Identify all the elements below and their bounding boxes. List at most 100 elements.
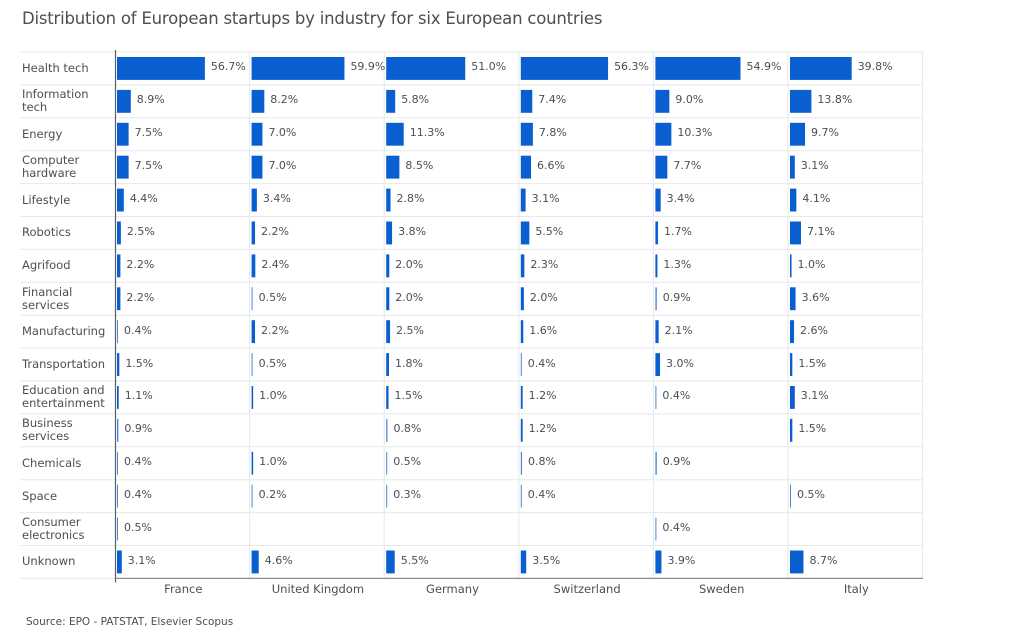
bar-sweden	[655, 122, 672, 146]
category-label-line: Consumer	[22, 515, 81, 530]
bar-france	[117, 155, 129, 179]
value-label: 0.5%	[258, 290, 287, 304]
category-label: Education and entertainment	[22, 384, 105, 410]
category-label-line: electronics	[22, 528, 85, 543]
bar-switzerland	[520, 386, 523, 409]
bar-sweden	[655, 353, 661, 376]
category-label-line: Health tech	[22, 60, 89, 75]
bar-united-kingdom	[251, 254, 256, 278]
value-label: 2.6%	[800, 323, 828, 337]
bar-sweden	[655, 386, 657, 409]
value-label: 59.9%	[350, 60, 386, 74]
axis-layer	[114, 50, 923, 583]
bar-germany	[386, 320, 391, 344]
bar-france	[117, 517, 118, 541]
value-label: 0.8%	[393, 422, 422, 436]
bar-switzerland	[520, 418, 523, 442]
category-label-line: services	[22, 429, 70, 444]
bar-sweden	[655, 155, 668, 179]
value-label: 1.5%	[798, 356, 827, 370]
value-label: 3.0%	[666, 356, 694, 370]
bar-italy	[790, 320, 795, 344]
value-label: 1.0%	[797, 257, 826, 271]
value-label: 2.1%	[664, 323, 693, 337]
bar-italy	[790, 188, 797, 212]
bar-sweden	[655, 188, 661, 212]
category-label-line: Education and	[22, 383, 105, 398]
value-label: 9.7%	[811, 126, 839, 140]
bar-sweden	[655, 320, 659, 344]
value-label: 1.7%	[664, 224, 692, 238]
category-label-line: Manufacturing	[22, 324, 106, 339]
value-label: 7.7%	[673, 159, 702, 173]
category-label-line: Business	[22, 416, 73, 431]
value-label: 2.5%	[396, 323, 425, 337]
value-label: 0.4%	[124, 323, 152, 337]
value-label: 3.6%	[801, 290, 830, 304]
value-label: 4.4%	[129, 192, 158, 206]
value-label: 1.2%	[528, 422, 557, 436]
value-label: 39.8%	[857, 60, 893, 74]
source-note: Source: EPO - PATSTAT, Elsevier Scopus	[26, 616, 234, 628]
bar-germany	[386, 353, 389, 376]
value-label: 1.8%	[394, 356, 423, 370]
bar-united-kingdom	[251, 287, 253, 311]
value-label: 2.2%	[126, 257, 155, 271]
category-label: Business services	[22, 417, 73, 443]
bar-italy	[790, 221, 802, 245]
value-label: 0.5%	[797, 488, 825, 502]
value-label: 2.0%	[395, 290, 424, 304]
value-label: 0.8%	[528, 455, 556, 469]
grid-layer	[20, 51, 924, 579]
bar-united-kingdom	[251, 188, 257, 212]
bar-france	[117, 122, 129, 146]
category-label-line: entertainment	[22, 396, 105, 411]
bar-germany	[386, 188, 391, 212]
bar-italy	[790, 89, 812, 113]
bar-united-kingdom	[251, 89, 265, 113]
bar-france	[117, 57, 205, 80]
bar-switzerland	[520, 353, 522, 376]
value-label: 0.9%	[662, 290, 691, 304]
value-label: 0.4%	[662, 389, 691, 403]
value-label: 10.3%	[677, 126, 713, 140]
bar-switzerland	[520, 122, 533, 146]
bar-switzerland	[520, 451, 523, 475]
bar-united-kingdom	[251, 155, 263, 179]
value-label: 8.5%	[405, 159, 434, 173]
bar-france	[117, 353, 120, 376]
value-label: 3.5%	[532, 553, 561, 567]
bar-sweden	[655, 550, 662, 574]
bar-switzerland	[520, 155, 532, 179]
value-label: 0.9%	[662, 455, 691, 469]
value-label: 1.0%	[259, 455, 288, 469]
bar-sweden	[655, 287, 657, 311]
value-label: 1.5%	[125, 356, 154, 370]
value-label: 54.9%	[746, 60, 782, 74]
category-label: Health tech	[22, 60, 89, 75]
value-label: 0.4%	[662, 521, 691, 535]
bar-italy	[790, 254, 792, 278]
category-label-line: Financial	[22, 284, 73, 299]
category-label-line: services	[22, 297, 70, 312]
value-label: 0.2%	[258, 488, 287, 502]
category-label: Energy	[22, 127, 62, 141]
bar-germany	[386, 57, 466, 80]
category-label: Space	[22, 489, 57, 503]
bar-switzerland	[520, 550, 527, 574]
series-label: Italy	[843, 582, 869, 597]
bar-france	[117, 287, 121, 311]
category-label: Consumer electronics	[22, 516, 85, 542]
bar-italy	[790, 287, 796, 311]
bar-france	[117, 451, 118, 475]
value-label: 7.0%	[268, 126, 297, 140]
value-label: 3.1%	[531, 192, 560, 206]
bar-layer	[117, 57, 852, 574]
bar-switzerland	[520, 254, 525, 278]
bar-france	[117, 188, 124, 212]
series-label: Sweden	[698, 582, 745, 597]
value-label: 0.4%	[124, 455, 152, 469]
value-label: 9.0%	[675, 93, 704, 107]
category-label: Transportation	[22, 358, 105, 371]
